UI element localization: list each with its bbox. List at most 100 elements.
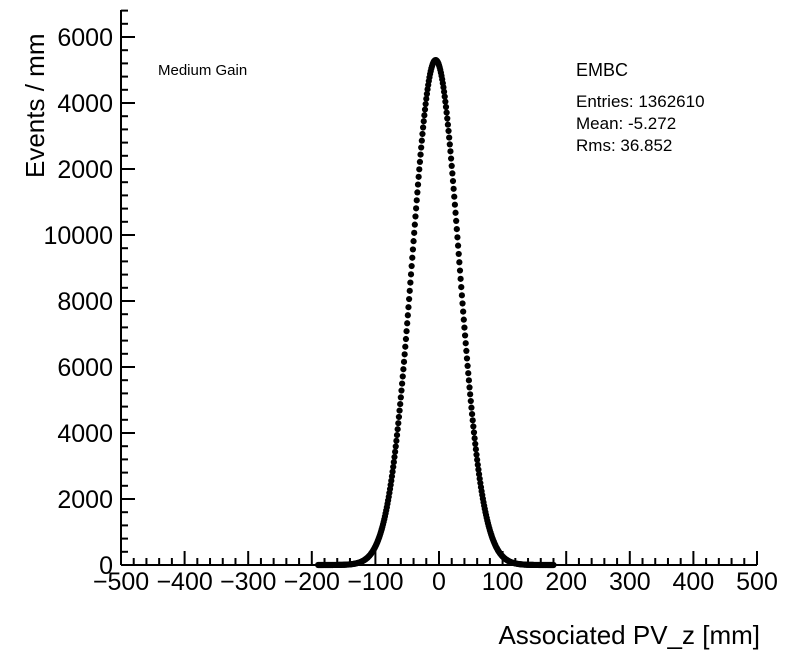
data-marker: [470, 423, 477, 430]
stat-entries: Entries: 1362610: [576, 92, 705, 111]
y-tick-label: 2000: [57, 156, 113, 184]
data-marker: [393, 432, 401, 439]
data-marker: [461, 324, 468, 331]
y-tick-label: 4000: [57, 90, 113, 118]
data-marker: [442, 103, 450, 111]
data-marker: [418, 144, 425, 151]
data-marker: [474, 461, 481, 468]
data-marker: [446, 141, 453, 148]
data-marker: [393, 437, 400, 444]
data-marker: [451, 201, 458, 208]
data-marker: [463, 355, 471, 362]
data-marker: [395, 413, 403, 421]
data-marker: [468, 404, 475, 411]
data-marker: [474, 456, 481, 463]
data-marker: [405, 304, 412, 311]
data-marker: [464, 362, 471, 369]
data-marker: [458, 292, 465, 299]
data-marker: [465, 370, 472, 377]
y-axis-title: Events / mm: [20, 33, 50, 178]
data-marker: [400, 358, 408, 365]
data-marker: [402, 335, 410, 343]
data-marker: [441, 93, 448, 100]
data-marker: [397, 394, 404, 401]
data-marker: [471, 435, 478, 442]
data-marker: [452, 209, 459, 216]
data-marker: [411, 221, 418, 228]
data-marker: [404, 320, 411, 327]
data-marker: [456, 259, 463, 266]
data-marker: [451, 193, 458, 200]
data-marker: [390, 463, 397, 471]
data-marker: [394, 426, 401, 433]
data-marker: [550, 561, 557, 569]
data-marker: [399, 373, 406, 380]
data-marker: [450, 185, 457, 192]
data-marker: [402, 343, 409, 350]
data-marker: [423, 90, 431, 98]
data-marker: [411, 229, 418, 236]
data-marker: [392, 443, 399, 450]
data-marker: [407, 279, 414, 286]
data-marker: [420, 118, 427, 125]
data-marker: [409, 246, 417, 253]
data-marker: [448, 162, 455, 169]
x-tick-label: 500: [736, 568, 778, 596]
data-marker: [421, 106, 429, 113]
data-marker: [414, 189, 421, 196]
data-marker: [408, 262, 415, 270]
data-marker: [447, 155, 455, 162]
data-marker: [455, 250, 462, 258]
data-marker: [460, 316, 467, 323]
x-tick-label: −200: [284, 568, 340, 596]
data-marker: [412, 213, 419, 220]
data-marker: [403, 328, 410, 335]
y-tick-label: 10000: [43, 222, 113, 250]
data-marker: [391, 453, 398, 461]
data-marker: [468, 410, 476, 418]
x-tick-label: 100: [482, 568, 524, 596]
data-marker: [414, 181, 422, 188]
data-marker: [388, 473, 396, 480]
data-marker: [395, 420, 402, 427]
label-detector: EMBC: [576, 60, 629, 80]
data-marker: [406, 295, 413, 303]
x-tick-label: 0: [432, 568, 446, 596]
data-marker: [404, 312, 411, 319]
data-marker: [457, 275, 464, 282]
data-marker: [443, 109, 450, 116]
data-marker: [410, 238, 417, 245]
data-marker: [444, 121, 451, 128]
data-marker: [466, 384, 473, 391]
data-marker: [465, 377, 472, 384]
data-marker: [418, 137, 425, 144]
data-marker: [461, 332, 469, 339]
data-marker: [401, 351, 408, 358]
data-marker: [396, 407, 403, 414]
y-tick-label: 6000: [57, 354, 113, 382]
data-marker: [447, 148, 454, 155]
data-marker: [440, 88, 448, 95]
data-marker: [449, 177, 457, 185]
y-tick-label: 2000: [57, 486, 113, 514]
x-tick-label: −100: [347, 568, 403, 596]
data-marker: [470, 429, 478, 436]
data-marker: [409, 254, 416, 261]
data-marker: [423, 95, 430, 102]
data-marker: [475, 466, 482, 473]
data-marker: [407, 271, 415, 278]
data-marker: [422, 100, 429, 108]
data-marker: [392, 448, 399, 455]
data-marker: [456, 267, 464, 274]
data-marker: [417, 151, 424, 158]
x-tick-label: 200: [545, 568, 587, 596]
data-marker: [453, 226, 460, 233]
data-marker: [399, 380, 406, 387]
x-tick-label: −400: [156, 568, 212, 596]
data-marker: [458, 284, 465, 291]
data-marker: [400, 366, 407, 373]
data-marker: [398, 387, 405, 394]
y-tick-label: 0: [99, 552, 113, 580]
